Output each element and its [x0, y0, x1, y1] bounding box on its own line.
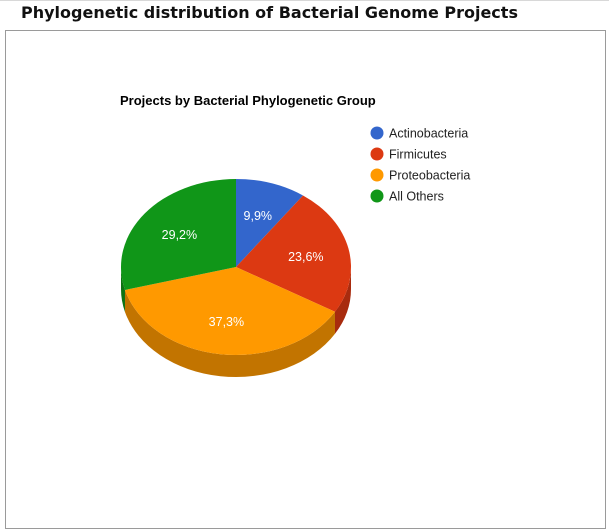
legend-marker — [370, 168, 384, 182]
pie-side-proteobacteria — [124, 289, 335, 378]
slice-label-proteobacteria: 37,3% — [209, 315, 244, 329]
legend-marker — [370, 189, 384, 203]
pie-slices — [121, 179, 352, 356]
pie-side-firmicutes — [334, 267, 351, 334]
pie-slice-actinobacteria[interactable] — [236, 179, 304, 267]
slice-label-all-others: 29,2% — [162, 228, 197, 242]
legend-marker — [370, 147, 384, 161]
slice-label-actinobacteria: 9,9% — [244, 209, 273, 223]
pie-slice-proteobacteria[interactable] — [124, 267, 335, 356]
slice-label-firmicutes: 23,6% — [288, 250, 323, 264]
legend-label[interactable]: Proteobacteria — [389, 169, 470, 183]
legend-label[interactable]: Actinobacteria — [389, 127, 468, 141]
pie-chart: Projects by Bacterial Phylogenetic Group… — [120, 93, 470, 378]
pie-slice-firmicutes[interactable] — [236, 195, 352, 312]
chart-title: Projects by Bacterial Phylogenetic Group — [120, 93, 376, 108]
pie-side-all-others — [121, 267, 125, 312]
legend-label[interactable]: Firmicutes — [389, 148, 447, 162]
pie-depth — [121, 267, 351, 378]
page-heading: Phylogenetic distribution of Bacterial G… — [21, 3, 518, 22]
legend-marker — [370, 126, 384, 140]
legend-label[interactable]: All Others — [389, 190, 444, 204]
pie-slice-labels: 9,9% 23,6% 37,3% 29,2% — [162, 209, 324, 329]
pie-slice-all-others[interactable] — [121, 179, 236, 290]
legend: Actinobacteria Firmicutes Proteobacteria Al… — [370, 126, 470, 204]
page-header: Phylogenetic distribution of Bacterial G… — [0, 0, 609, 28]
chart-frame: Projects by Bacterial Phylogenetic Group… — [5, 30, 606, 529]
